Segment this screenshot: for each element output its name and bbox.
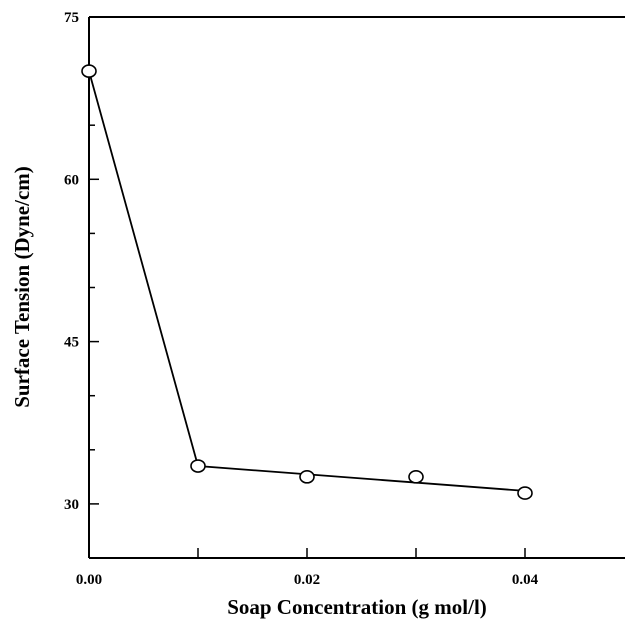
x-axis-title: Soap Concentration (g mol/l) bbox=[227, 595, 487, 619]
axes bbox=[88, 16, 625, 559]
x-tick-label: 0.02 bbox=[294, 572, 320, 588]
y-tick-label: 30 bbox=[64, 497, 79, 513]
y-tick-label: 45 bbox=[64, 335, 79, 351]
y-axis-title: Surface Tension (Dyne/cm) bbox=[10, 166, 34, 408]
data-point bbox=[517, 486, 533, 500]
y-tick-label: 75 bbox=[64, 10, 79, 26]
x-tick-label: 0.00 bbox=[76, 572, 102, 588]
y-tick-label: 60 bbox=[64, 172, 79, 188]
x-ticks: 0.00 0.02 0.04 bbox=[76, 548, 539, 588]
fit-line-group bbox=[88, 70, 526, 492]
x-tick-label: 0.04 bbox=[512, 572, 539, 588]
fit-line bbox=[88, 70, 526, 492]
data-point bbox=[299, 470, 315, 484]
data-point bbox=[408, 470, 424, 484]
markers bbox=[81, 64, 533, 500]
data-point bbox=[190, 459, 206, 473]
y-ticks: 30 45 60 75 bbox=[64, 10, 99, 513]
data-point bbox=[81, 64, 97, 78]
